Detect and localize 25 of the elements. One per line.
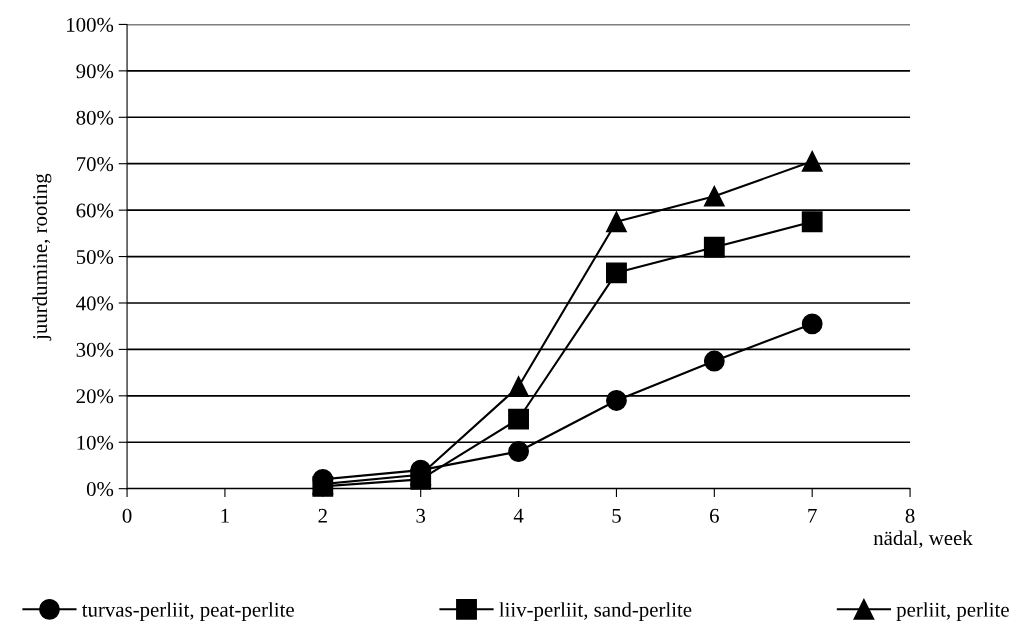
legend-label: liiv-perliit, sand-perlite (499, 602, 692, 622)
x-tick-label: 8 (905, 508, 915, 523)
y-tick-label: 70% (77, 157, 114, 172)
y-tick-label: 100% (67, 17, 114, 32)
y-tick-label: 80% (76, 110, 114, 125)
x-tick-label: 5 (612, 508, 621, 523)
legend-label: perliit, perlite (896, 602, 1009, 622)
x-tick-label: 6 (710, 508, 719, 523)
x-tick-label: 1 (221, 508, 229, 523)
y-tick-label: 20% (76, 389, 114, 404)
x-axis-title: nädal, week (873, 530, 973, 549)
y-tick-label: 30% (76, 342, 114, 357)
x-tick-label: 3 (416, 508, 426, 523)
y-tick-label: 10% (77, 435, 114, 450)
x-tick-label: 4 (513, 508, 524, 523)
x-tick-label: 7 (808, 508, 817, 523)
y-axis-title: juurdumine, rooting (32, 173, 52, 341)
x-tick-label: 0 (122, 508, 132, 523)
legend-label: turvas-perliit, peat-perlite (81, 602, 294, 622)
y-tick-label: 60% (76, 203, 114, 218)
y-tick-label: 40% (76, 296, 114, 311)
y-tick-label: 0% (86, 482, 114, 497)
y-tick-label: 90% (76, 64, 114, 79)
y-tick-label: 50% (76, 249, 114, 265)
x-tick-label: 2 (318, 508, 327, 523)
